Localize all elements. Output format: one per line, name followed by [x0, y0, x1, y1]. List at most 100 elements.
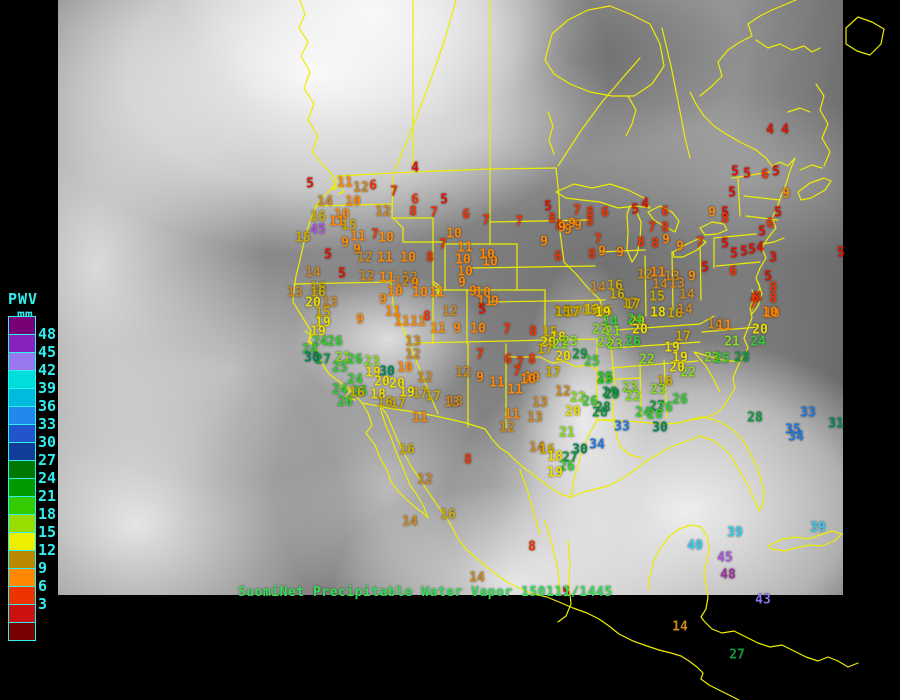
border-tn-north	[612, 341, 701, 349]
island-anticosti	[787, 107, 811, 113]
legend-label: 18	[38, 505, 57, 523]
island-newfoundland	[845, 16, 885, 56]
station-value: 8	[528, 352, 536, 368]
station-value: 11	[429, 285, 445, 301]
station-value: 6	[601, 205, 609, 221]
station-value: 11	[377, 250, 393, 266]
station-value: 7	[516, 355, 524, 371]
border-nc-sc	[693, 351, 741, 363]
station-value: 8	[588, 247, 596, 263]
station-value: 5	[306, 176, 314, 192]
station-value: 5	[748, 242, 756, 258]
station-value: 14	[677, 302, 693, 318]
station-value: 26	[347, 352, 363, 368]
border-mo-ar	[596, 377, 641, 381]
station-value: 26	[582, 394, 598, 410]
station-value: 5	[837, 245, 845, 261]
station-value: 23	[562, 334, 578, 350]
station-value: 4	[781, 122, 789, 138]
station-value: 20	[540, 335, 556, 351]
station-value: 20	[669, 360, 685, 376]
delmarva	[751, 281, 763, 315]
station-value: 8	[769, 280, 777, 296]
legend-swatch	[9, 425, 35, 443]
station-value: 14	[590, 280, 606, 296]
station-value: 9	[453, 321, 461, 337]
station-value: 12	[455, 365, 471, 381]
legend-swatch	[9, 623, 35, 640]
station-value: 16	[349, 385, 365, 401]
station-value: 11	[457, 240, 473, 256]
station-value: 17	[625, 297, 641, 313]
station-value: 6	[504, 352, 512, 368]
station-value: 25	[332, 360, 348, 376]
station-value: 24	[347, 372, 363, 388]
legend-swatch	[9, 389, 35, 407]
station-value: 45	[310, 222, 326, 238]
station-value: 15	[554, 304, 570, 320]
station-value: 15	[315, 305, 331, 321]
station-value: 26	[647, 407, 663, 423]
station-value: 8	[769, 291, 777, 307]
legend-label: 39	[38, 379, 57, 397]
station-value: 11	[385, 304, 401, 320]
station-value: 10	[524, 370, 540, 386]
station-value: 16	[310, 285, 326, 301]
legend-swatch	[9, 497, 35, 515]
station-value: 16	[399, 442, 415, 458]
station-value: 5	[740, 244, 748, 260]
station-value: 19	[595, 305, 611, 321]
border-ma	[743, 195, 781, 201]
station-value: 22	[625, 389, 641, 405]
station-value: 4	[411, 160, 419, 176]
station-value: 11	[412, 410, 428, 426]
coast-florida	[659, 416, 765, 512]
station-value: 10	[520, 372, 536, 388]
coast-mexico-pacific	[379, 404, 740, 700]
river-missouri	[563, 261, 601, 301]
legend-colorbar	[8, 316, 36, 641]
station-value: 12	[353, 180, 369, 196]
station-value: 26	[327, 334, 343, 350]
station-value: 5	[544, 199, 552, 215]
station-value: 18	[584, 302, 600, 318]
station-value: 12	[375, 204, 391, 220]
station-value: 20	[752, 322, 768, 338]
station-value: 9	[782, 186, 790, 202]
station-value: 5	[701, 260, 709, 276]
station-value: 23	[622, 380, 638, 396]
legend-label: 33	[38, 415, 57, 433]
coast-atlantic-canada	[815, 83, 831, 167]
border-37n	[414, 338, 598, 344]
chesapeake-bay	[751, 289, 757, 311]
station-value: 48	[720, 567, 736, 583]
legend-label: 42	[38, 361, 57, 379]
station-value: 5	[478, 302, 486, 318]
station-value: 28	[747, 410, 763, 426]
legend-swatch	[9, 371, 35, 389]
station-value: 14	[402, 514, 418, 530]
station-value: 18	[547, 449, 563, 465]
station-value: 7	[430, 205, 438, 221]
station-value: 7	[439, 237, 447, 253]
station-value: 19	[664, 340, 680, 356]
island-pei	[799, 164, 823, 171]
station-value: 19	[315, 315, 331, 331]
station-value: 8	[548, 211, 556, 227]
station-value: 22	[680, 365, 696, 381]
station-value: 15	[582, 303, 598, 319]
station-value: 9	[491, 294, 499, 310]
station-value: 17	[675, 329, 691, 345]
station-value: 18	[650, 305, 666, 321]
station-value: 24	[312, 334, 328, 350]
station-value: 17	[425, 389, 441, 405]
station-value: 11	[477, 294, 493, 310]
station-value: 20	[632, 322, 648, 338]
station-value: 11	[350, 229, 366, 245]
station-value: 8	[555, 218, 563, 234]
station-value: 16	[657, 374, 673, 390]
border-bc-ab	[394, 0, 457, 171]
cluster-sf-bay	[304, 330, 316, 347]
legend-swatch	[9, 551, 35, 569]
station-value: 25	[597, 372, 613, 388]
